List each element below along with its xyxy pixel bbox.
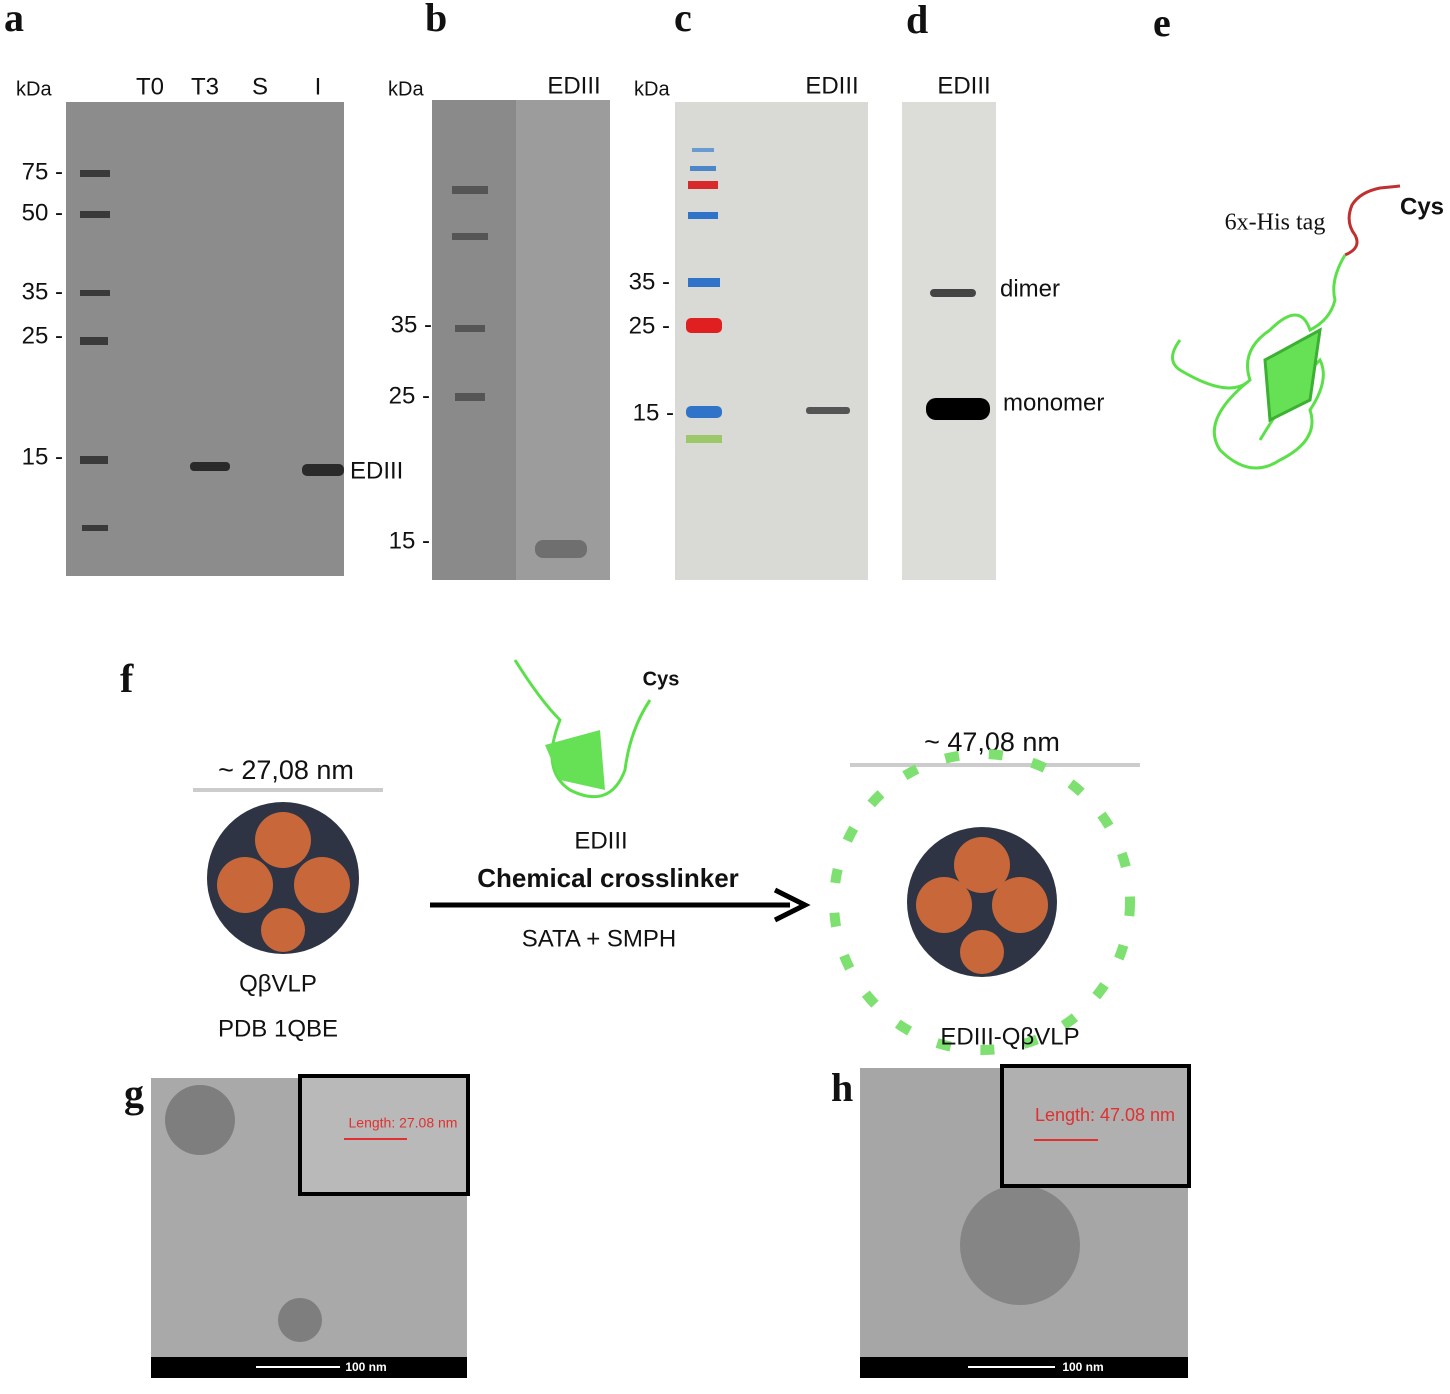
gel bbox=[66, 102, 344, 576]
panel-label: e bbox=[1153, 0, 1171, 45]
lane-label: EDIII bbox=[547, 72, 600, 99]
marker: 75 - bbox=[22, 158, 63, 185]
marker: 15 - bbox=[22, 443, 63, 470]
name: EDIII-QβVLP bbox=[940, 1023, 1079, 1050]
lane-label: T3 bbox=[191, 73, 219, 100]
annotation: 6x-His tag bbox=[1225, 210, 1326, 236]
scale-label: 100 nm bbox=[345, 1360, 386, 1374]
band bbox=[926, 398, 990, 420]
band-label: monomer bbox=[1003, 389, 1104, 416]
gel bbox=[675, 102, 868, 580]
band bbox=[535, 540, 587, 558]
panel-label: b bbox=[425, 0, 447, 40]
unit: kDa bbox=[634, 78, 670, 100]
marker: 25 - bbox=[389, 382, 430, 409]
band-label: EDIII bbox=[350, 457, 403, 484]
name: PDB 1QBE bbox=[218, 1015, 338, 1042]
scale-label: 100 nm bbox=[1062, 1360, 1103, 1374]
particle bbox=[207, 802, 359, 954]
lane-label: I bbox=[315, 73, 322, 100]
band bbox=[190, 462, 230, 471]
inset bbox=[1000, 1064, 1191, 1188]
unit: kDa bbox=[388, 78, 424, 100]
size-label: ~ 27,08 nm bbox=[218, 755, 354, 785]
measurement: Length: 47.08 nm bbox=[1035, 1105, 1175, 1125]
gel bbox=[902, 102, 996, 580]
protein-structure bbox=[513, 659, 652, 799]
particle bbox=[829, 749, 1135, 1055]
marker: 25 - bbox=[629, 312, 670, 339]
annotation: Cys bbox=[643, 668, 680, 690]
marker: 35 - bbox=[629, 268, 670, 295]
marker: 15 - bbox=[389, 527, 430, 554]
protein-structure bbox=[1171, 184, 1401, 470]
reagents: SATA + SMPH bbox=[522, 925, 677, 952]
unit: kDa bbox=[16, 78, 52, 100]
marker: 25 - bbox=[22, 322, 63, 349]
reaction: Chemical crosslinker bbox=[477, 863, 739, 893]
lane-label: S bbox=[252, 73, 268, 100]
lane-label: EDIII bbox=[937, 72, 990, 99]
band-label: dimer bbox=[1000, 275, 1060, 302]
panel-label: a bbox=[4, 0, 24, 40]
marker: 35 - bbox=[22, 278, 63, 305]
panel-label: d bbox=[906, 0, 928, 42]
measurement: Length: 27.08 nm bbox=[349, 1115, 458, 1131]
band bbox=[930, 289, 976, 297]
marker: 50 - bbox=[22, 199, 63, 226]
panel-label: g bbox=[124, 1071, 144, 1116]
lane-label: T0 bbox=[136, 73, 164, 100]
name: QβVLP bbox=[239, 970, 317, 997]
name: EDIII bbox=[574, 827, 627, 854]
panel-label: h bbox=[831, 1065, 853, 1110]
ladder bbox=[80, 170, 110, 531]
lane-label: EDIII bbox=[805, 72, 858, 99]
panel-label: f bbox=[120, 656, 134, 701]
ladder bbox=[452, 186, 488, 401]
band bbox=[302, 464, 344, 476]
marker: 15 - bbox=[633, 399, 674, 426]
marker: 35 - bbox=[391, 311, 432, 338]
inset bbox=[298, 1074, 470, 1196]
band bbox=[806, 407, 850, 414]
annotation: Cys bbox=[1400, 193, 1444, 220]
ladder bbox=[686, 148, 722, 443]
panel-label: c bbox=[674, 0, 692, 40]
